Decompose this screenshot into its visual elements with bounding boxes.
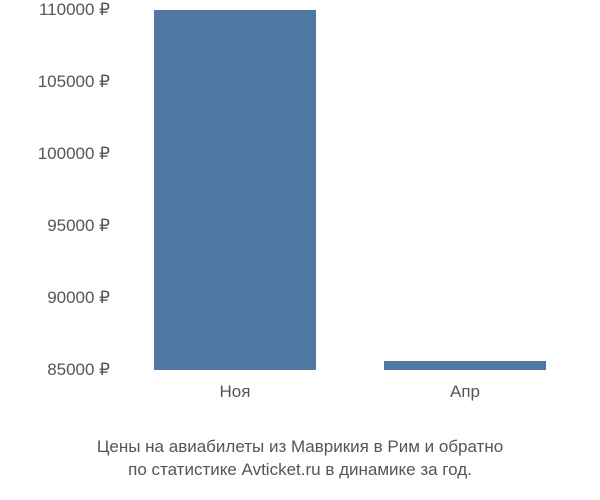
y-tick-label: 85000 ₽ [47,360,110,380]
y-tick-label: 105000 ₽ [38,72,110,92]
bar [384,361,546,370]
chart-caption: Цены на авиабилеты из Маврикия в Рим и о… [0,436,600,482]
x-tick-label: Апр [450,382,480,402]
x-tick-label: Ноя [220,382,251,402]
x-axis: Ноя Апр [120,382,580,412]
bar [154,10,316,370]
y-axis: 85000 ₽90000 ₽95000 ₽100000 ₽105000 ₽110… [0,0,110,370]
y-tick-label: 95000 ₽ [47,216,110,236]
caption-line-2: по статистике Avticket.ru в динамике за … [128,460,472,479]
y-tick-label: 100000 ₽ [38,144,110,164]
caption-line-1: Цены на авиабилеты из Маврикия в Рим и о… [97,437,503,456]
y-tick-label: 90000 ₽ [47,288,110,308]
price-chart: 85000 ₽ 90000 ₽ 95000 ₽ 100000 ₽ 105000 ₽ 110… [0,0,600,420]
plot-area [120,10,580,370]
y-tick-label: 110000 ₽ [39,0,110,20]
